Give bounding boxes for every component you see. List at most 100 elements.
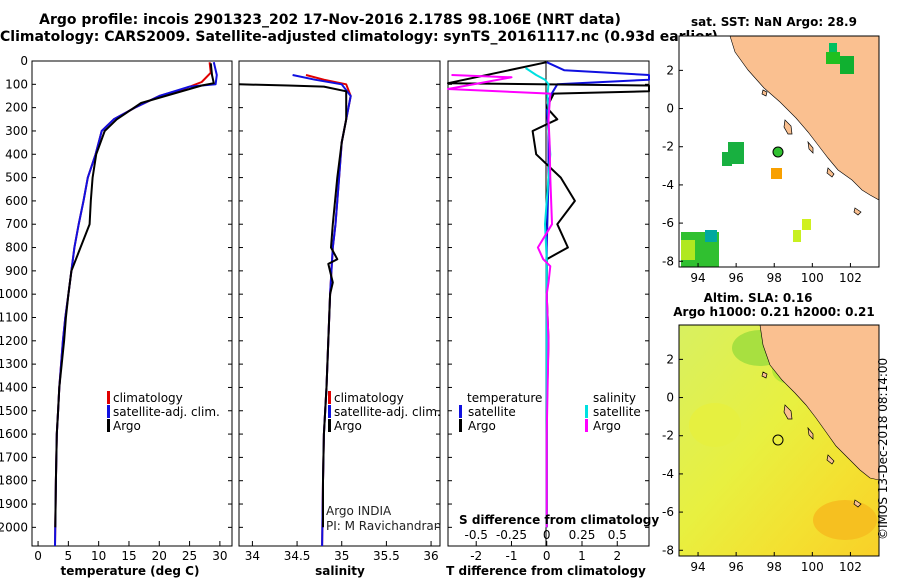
sst-patch <box>681 240 695 260</box>
figure-title-line1: Argo profile: incois 2901323_202 17-Nov-… <box>39 12 621 28</box>
s-diff-tick-label: 0.5 <box>608 528 627 542</box>
temperature-axis-label: temperature (deg C) <box>61 564 200 578</box>
sst-land-sumatra <box>729 36 879 201</box>
map-lon-label: 94 <box>690 271 705 285</box>
legend-swatch-satellite <box>107 405 110 418</box>
x-tick-label: 5 <box>65 549 73 563</box>
legend-title-salinity: salinity <box>593 391 636 405</box>
sst-patch <box>829 43 837 53</box>
sst-map-frame <box>678 35 880 268</box>
series-line-climatology <box>305 74 352 547</box>
x-tick-label: 30 <box>212 549 227 563</box>
salinity-axis-label: salinity <box>315 564 365 578</box>
annotation-argo-india: Argo INDIA <box>326 504 392 518</box>
depth-tick-label: 600 <box>5 194 28 208</box>
depth-tick-label: 1200 <box>0 334 28 348</box>
sst-patch <box>826 52 840 64</box>
legend-swatch-s-satellite <box>585 405 588 418</box>
legend-label-climatology: climatology <box>334 391 404 405</box>
map-lat-label: -6 <box>662 505 674 519</box>
legend-title-temperature: temperature <box>467 391 542 405</box>
sst-map <box>679 36 879 267</box>
x-tick-label: 34 <box>245 549 260 563</box>
x-tick-label: 25 <box>182 549 197 563</box>
legend-label-climatology: climatology <box>113 391 183 405</box>
legend-label-satellite: satellite-adj. clim. <box>113 405 220 419</box>
series-line-climatology <box>54 62 212 547</box>
legend-swatch-argo <box>107 419 110 432</box>
x-tick-label: 0 <box>543 549 551 563</box>
s-diff-tick-label: 0.25 <box>569 528 596 542</box>
map-lat-label: -2 <box>662 429 674 443</box>
depth-tick-label: 300 <box>5 124 28 138</box>
annotation-pi: PI: M Ravichandran <box>326 519 441 533</box>
legend-swatch-argo <box>328 419 331 432</box>
x-tick-label: 35 <box>334 549 349 563</box>
map-lon-label: 94 <box>690 560 705 574</box>
legend-swatch-satellite <box>328 405 331 418</box>
map-lat-label: 0 <box>666 102 674 116</box>
legend-swatch-s-argo <box>585 419 588 432</box>
legend-label-t-satellite: satellite <box>468 405 516 419</box>
depth-tick-label: 400 <box>5 147 28 161</box>
sst-patch <box>722 152 732 166</box>
map-lon-label: 102 <box>839 271 862 285</box>
x-tick-label: -1 <box>505 549 517 563</box>
legend-swatch-climatology <box>328 391 331 404</box>
t-difference-axis-label: T difference from climatology <box>446 564 646 578</box>
series-line-argo <box>54 63 215 528</box>
depth-tick-label: 0 <box>20 54 28 68</box>
legend-label-s-argo: Argo <box>593 419 621 433</box>
sla-map-title-line1: Altim. SLA: 0.16 <box>704 291 813 305</box>
x-tick-label: 20 <box>152 549 167 563</box>
depth-tick-label: 1900 <box>0 497 28 511</box>
map-lat-label: -4 <box>662 467 674 481</box>
depth-tick-label: 700 <box>5 217 28 231</box>
map-lon-label: 98 <box>767 560 782 574</box>
salinity-legend: climatology satellite-adj. clim. Argo <box>328 391 441 433</box>
map-lat-label: -8 <box>662 543 674 557</box>
legend-label-s-satellite: satellite <box>593 405 641 419</box>
legend-label-argo: Argo <box>113 419 141 433</box>
sla-map-frame <box>678 324 880 557</box>
x-tick-label: 35.5 <box>373 549 400 563</box>
map-lon-label: 96 <box>729 271 744 285</box>
sst-patch <box>840 56 854 74</box>
legend-label-argo: Argo <box>334 419 362 433</box>
argo-float-marker <box>772 434 784 446</box>
map-lon-label: 96 <box>729 560 744 574</box>
depth-tick-label: 900 <box>5 264 28 278</box>
s-diff-tick-label: -0.25 <box>496 528 527 542</box>
sst-patch <box>705 230 717 242</box>
legend-label-t-argo: Argo <box>468 419 496 433</box>
map-lat-label: -6 <box>662 216 674 230</box>
depth-tick-label: 1800 <box>0 474 28 488</box>
map-lon-label: 100 <box>801 560 824 574</box>
sst-patch <box>771 168 782 179</box>
map-lon-label: 102 <box>839 560 862 574</box>
s-diff-tick-label: 0 <box>543 528 551 542</box>
depth-tick-label: 1700 <box>0 450 28 464</box>
sla-feature <box>813 500 877 540</box>
salinity-plot-frame <box>238 60 441 547</box>
argo-float-marker <box>772 146 784 158</box>
legend-swatch-t-satellite <box>459 405 462 418</box>
map-lat-label: 2 <box>666 352 674 366</box>
depth-tick-label: 1000 <box>0 287 28 301</box>
map-lat-label: 2 <box>666 63 674 77</box>
depth-tick-label: 1400 <box>0 380 28 394</box>
depth-tick-label: 1100 <box>0 310 28 324</box>
depth-tick-label: 1500 <box>0 404 28 418</box>
x-tick-label: -2 <box>470 549 482 563</box>
imos-credit: ©IMOS 13-Dec-2018 08:14:00 <box>876 357 890 540</box>
legend-label-satellite: satellite-adj. clim. <box>334 405 441 419</box>
temperature-plot-frame <box>31 60 233 547</box>
series-line-argo <box>238 83 348 528</box>
series-line-t-satellite <box>545 61 650 528</box>
series-line-s-argo <box>447 74 553 528</box>
map-lat-label: -4 <box>662 178 674 192</box>
x-tick-label: 15 <box>121 549 136 563</box>
sst-patch <box>802 219 811 230</box>
map-lon-label: 98 <box>767 271 782 285</box>
depth-tick-label: 800 <box>5 241 28 255</box>
